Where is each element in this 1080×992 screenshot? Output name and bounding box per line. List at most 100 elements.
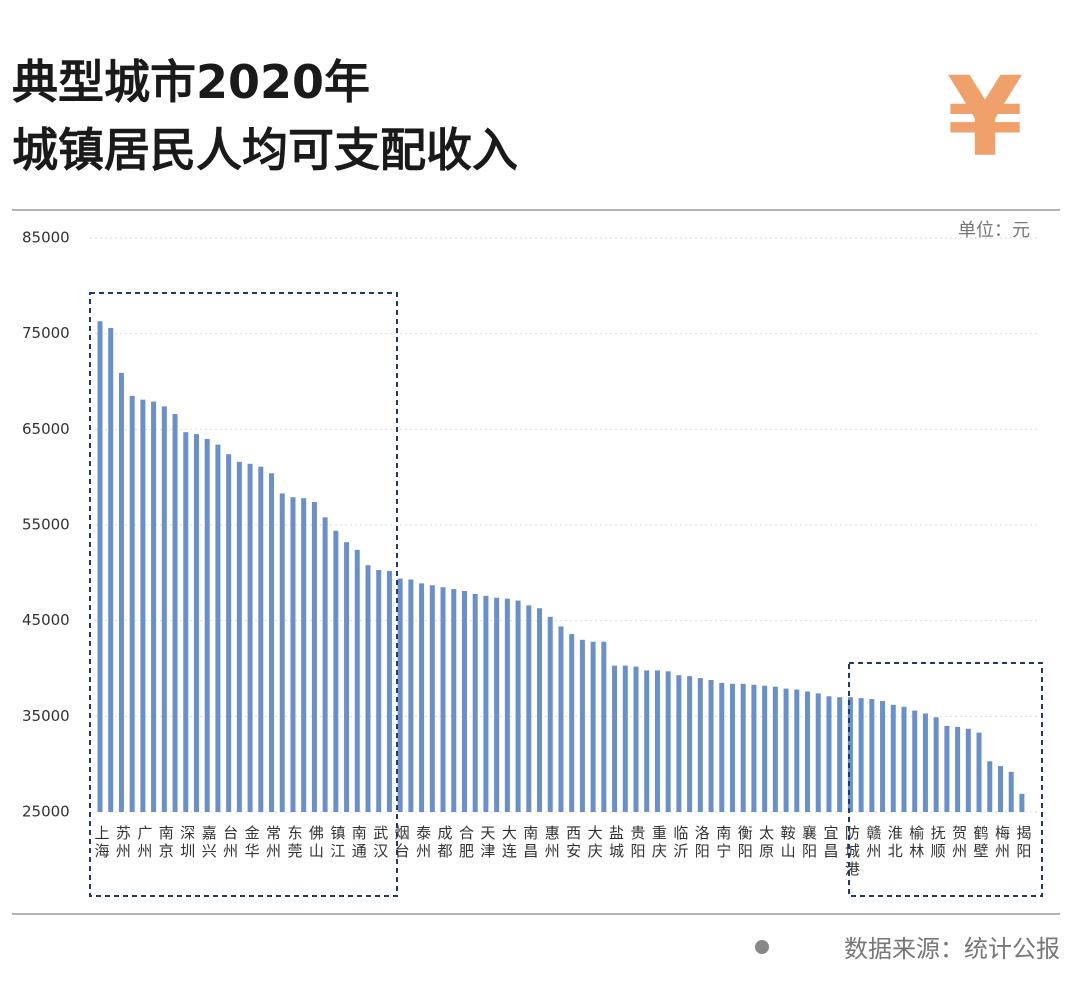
x-tick-label: 贺州 bbox=[952, 824, 967, 860]
bar bbox=[622, 665, 628, 812]
bar bbox=[665, 671, 671, 812]
bar bbox=[644, 670, 650, 812]
bar bbox=[365, 565, 371, 812]
bar bbox=[494, 597, 500, 812]
x-tick-label: 南昌 bbox=[523, 824, 538, 860]
bar bbox=[483, 595, 489, 812]
x-tick-label: 合肥 bbox=[459, 824, 474, 860]
highlight-box bbox=[89, 292, 398, 897]
bar bbox=[258, 466, 264, 812]
yen-icon: ¥ bbox=[947, 53, 1024, 181]
bar bbox=[215, 444, 221, 812]
bar bbox=[697, 678, 703, 812]
x-tick-label: 盐城 bbox=[609, 824, 624, 860]
chart-title: 典型城市2020年 bbox=[12, 55, 370, 109]
x-tick-label: 广州 bbox=[137, 824, 152, 860]
bar bbox=[451, 589, 457, 812]
bar bbox=[279, 493, 285, 812]
bar bbox=[762, 685, 768, 812]
x-tick-label: 抚顺 bbox=[931, 824, 946, 860]
x-tick-label: 淮北 bbox=[888, 824, 903, 860]
plot: 25000 35000 45000 55000 65000 75000 85000 上海苏州广… bbox=[22, 229, 1040, 878]
bar bbox=[912, 710, 918, 812]
bar bbox=[515, 600, 521, 812]
bar bbox=[247, 463, 253, 812]
bar bbox=[654, 670, 660, 812]
x-tick-label: 嘉兴 bbox=[202, 824, 217, 860]
x-tick-label: 泰州 bbox=[416, 824, 431, 860]
bar bbox=[901, 706, 907, 812]
source: 数据来源：统计公报 bbox=[844, 935, 1060, 963]
bar bbox=[461, 591, 467, 812]
x-tick-label: 宜昌 bbox=[823, 824, 838, 860]
bar bbox=[376, 569, 382, 812]
bar bbox=[740, 683, 746, 812]
bar bbox=[97, 321, 103, 812]
bar bbox=[440, 587, 446, 812]
bar bbox=[976, 732, 982, 812]
y-tick-label: 25000 bbox=[22, 803, 70, 821]
bar bbox=[269, 473, 275, 812]
bar bbox=[729, 683, 735, 812]
bar bbox=[236, 461, 242, 812]
x-tick-label: 金华 bbox=[245, 824, 260, 860]
x-tick-label: 大庆 bbox=[588, 824, 603, 860]
x-tick-label: 南宁 bbox=[716, 824, 731, 860]
x-tick-label: 南京 bbox=[159, 824, 174, 860]
bar bbox=[965, 728, 971, 812]
x-tick-label: 武汉 bbox=[373, 824, 388, 860]
bar bbox=[858, 698, 864, 812]
bar bbox=[161, 406, 167, 812]
x-tick-label: 赣州 bbox=[866, 824, 881, 860]
bar bbox=[129, 395, 135, 812]
y-tick-label: 75000 bbox=[22, 324, 70, 342]
bar bbox=[719, 682, 725, 812]
x-tick-label: 临沂 bbox=[673, 824, 688, 860]
bar bbox=[290, 497, 296, 812]
x-tick-label: 烟台 bbox=[395, 824, 410, 860]
bar bbox=[687, 676, 693, 812]
bar bbox=[837, 697, 843, 812]
bar bbox=[815, 693, 821, 812]
bar bbox=[955, 726, 961, 812]
bar bbox=[922, 713, 928, 812]
bar bbox=[429, 585, 435, 812]
x-tick-label: 佛山 bbox=[309, 824, 324, 860]
bar bbox=[472, 593, 478, 812]
bar bbox=[869, 699, 875, 812]
bar bbox=[997, 766, 1003, 812]
bar bbox=[987, 761, 993, 812]
bar bbox=[1019, 793, 1025, 812]
x-tick-label: 台州 bbox=[223, 824, 238, 860]
x-tick-label: 防城港 bbox=[845, 824, 860, 878]
bar bbox=[569, 634, 575, 812]
bar bbox=[944, 725, 950, 812]
x-tick-label: 重庆 bbox=[652, 824, 667, 860]
bar bbox=[558, 626, 564, 812]
bar bbox=[547, 616, 553, 812]
bar bbox=[397, 578, 403, 812]
x-tick-label: 镇江 bbox=[330, 824, 345, 860]
bar bbox=[151, 401, 157, 812]
bar bbox=[301, 498, 307, 812]
x-tick-label: 梅州 bbox=[995, 824, 1010, 860]
x-tick-label: 上海 bbox=[94, 824, 109, 860]
x-tick-label: 洛阳 bbox=[695, 824, 710, 860]
bar bbox=[354, 549, 360, 812]
x-tick-label: 深圳 bbox=[180, 824, 195, 860]
highlight-box bbox=[848, 662, 1043, 897]
x-tick-label: 揭阳 bbox=[1016, 824, 1031, 860]
bar bbox=[193, 434, 199, 812]
bar bbox=[172, 414, 178, 812]
bar bbox=[183, 432, 189, 812]
x-tick-label: 衡阳 bbox=[738, 824, 753, 860]
bar bbox=[601, 641, 607, 812]
y-tick-label: 55000 bbox=[22, 516, 70, 534]
bar bbox=[140, 399, 146, 812]
bar bbox=[311, 502, 317, 812]
bar bbox=[847, 697, 853, 812]
bar bbox=[504, 598, 510, 812]
bar bbox=[890, 704, 896, 812]
x-tick-label: 大连 bbox=[502, 824, 517, 860]
